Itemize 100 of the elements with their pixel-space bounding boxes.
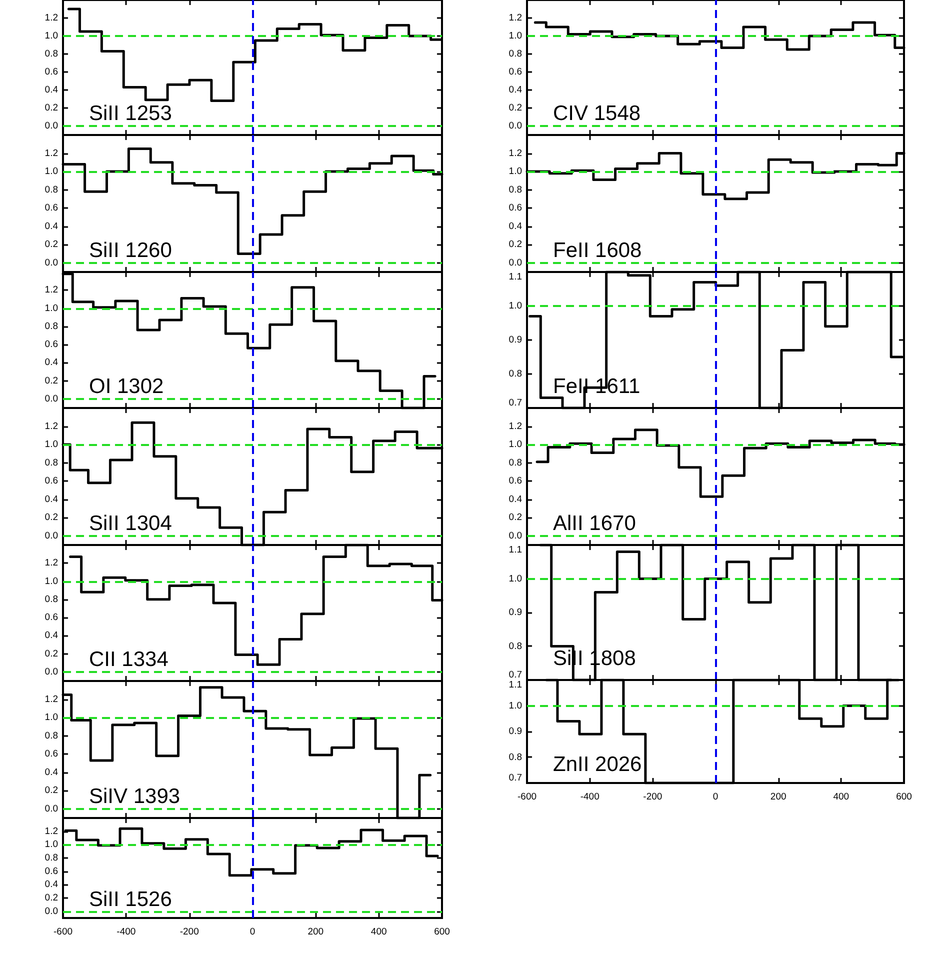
- y-tick-label: 1.2: [44, 420, 58, 432]
- y-tick-label: 0.0: [44, 803, 58, 814]
- x-tick-label: 200: [308, 926, 324, 938]
- x-tick-label: 0: [250, 926, 256, 938]
- y-tick-label: 0.8: [44, 184, 58, 196]
- text: FeII 1611: [553, 375, 640, 398]
- y-tick-label: 0.8: [508, 368, 522, 380]
- y-tick-label: 0.4: [508, 220, 522, 232]
- y-tick-label: 0.2: [44, 785, 58, 796]
- text: SiII 1304: [89, 512, 172, 535]
- y-tick-label: 1.2: [508, 148, 522, 159]
- y-tick-label: 0.8: [508, 457, 522, 468]
- y-tick-label: 0.8: [508, 640, 522, 652]
- y-tick-label: 0.2: [44, 892, 58, 904]
- y-tick-label: 1.0: [44, 439, 58, 450]
- y-tick-label: 0.8: [44, 594, 58, 605]
- y-tick-label: 0.4: [44, 879, 58, 890]
- text: FeII 1608: [553, 239, 642, 262]
- y-tick-label: 0.2: [508, 102, 522, 114]
- y-tick-label: 0.6: [44, 476, 58, 487]
- text: SiIV 1393: [89, 785, 180, 808]
- y-tick-label: 0.0: [44, 257, 58, 268]
- x-tick-label: -200: [643, 792, 662, 802]
- y-tick-label: 0.2: [44, 375, 58, 386]
- y-tick-label: 1.2: [508, 420, 522, 432]
- text: SiII 1526: [89, 888, 172, 911]
- text: SiII 1253: [89, 102, 172, 125]
- y-tick-label: 0.9: [508, 607, 522, 618]
- y-tick-label: 0.6: [44, 339, 58, 350]
- y-tick-label: 1.0: [44, 839, 58, 850]
- y-tick-label: 0.0: [508, 530, 522, 542]
- y-tick-label: 0.6: [508, 66, 522, 78]
- y-tick-label: 0.6: [508, 202, 522, 214]
- y-tick-label: 0.8: [44, 730, 58, 742]
- y-tick-label: 0.0: [44, 906, 58, 917]
- y-tick-label: 1.2: [44, 148, 58, 159]
- y-tick-label: 0.6: [44, 748, 58, 760]
- text: CII 1334: [89, 648, 169, 671]
- x-tick-label: 600: [896, 792, 912, 802]
- y-tick-label: 0.8: [44, 457, 58, 468]
- y-tick-label: 0.6: [44, 66, 58, 78]
- x-tick-label: -400: [580, 792, 600, 802]
- x-tick-label: -200: [180, 926, 199, 938]
- y-tick-label: 0.6: [508, 476, 522, 487]
- y-tick-label: 0.4: [44, 220, 58, 232]
- y-tick-label: 0.0: [44, 530, 58, 542]
- x-tick-label: 0: [712, 792, 718, 802]
- y-tick-label: 1.0: [44, 576, 58, 587]
- text: ZnII 2026: [553, 753, 642, 776]
- y-tick-label: 1.0: [44, 302, 58, 314]
- y-tick-label: 0.9: [508, 726, 522, 737]
- y-tick-label: 1.0: [508, 166, 522, 178]
- y-tick-label: 0.8: [508, 48, 522, 60]
- y-tick-label: 0.0: [508, 120, 522, 132]
- y-tick-label: 0.9: [508, 334, 522, 346]
- x-tick-label: -600: [53, 926, 73, 938]
- y-tick-label: 1.0: [508, 700, 522, 712]
- y-tick-label: 0.2: [44, 239, 58, 250]
- x-tick-label: -400: [116, 926, 136, 938]
- y-tick-label: 0.8: [508, 752, 522, 763]
- y-tick-label: 0.0: [508, 257, 522, 268]
- x-tick-label: 400: [833, 792, 850, 802]
- y-tick-label: 0.2: [44, 648, 58, 660]
- y-tick-label: 0.4: [44, 84, 58, 96]
- y-tick-label: 1.2: [44, 12, 58, 24]
- y-tick-label: 0.7: [508, 398, 522, 408]
- text: CIV 1548: [553, 102, 641, 125]
- y-tick-label: 0.4: [44, 630, 58, 642]
- y-tick-label: 1.2: [44, 826, 58, 837]
- x-tick-label: -600: [517, 792, 537, 802]
- y-tick-label: 0.0: [44, 393, 58, 404]
- y-tick-label: 0.4: [44, 766, 58, 778]
- y-tick-label: 0.8: [508, 184, 522, 196]
- y-tick-label: 0.4: [508, 494, 522, 505]
- y-tick-label: 1.2: [44, 284, 58, 296]
- y-tick-label: 1.2: [44, 694, 58, 705]
- text: SiII 1260: [89, 239, 172, 262]
- y-tick-label: 1.0: [44, 712, 58, 724]
- y-tick-label: 1.2: [44, 558, 58, 569]
- y-tick-label: 0.7: [508, 772, 522, 784]
- x-tick-label: 600: [434, 926, 450, 938]
- y-tick-label: 0.8: [44, 48, 58, 60]
- y-tick-label: 0.2: [508, 512, 522, 524]
- y-tick-label: 1.1: [508, 544, 522, 556]
- x-tick-label: 200: [770, 792, 786, 802]
- y-tick-label: 0.0: [44, 666, 58, 678]
- y-tick-label: 1.1: [508, 680, 522, 690]
- y-tick-label: 0.2: [508, 239, 522, 250]
- y-tick-label: 1.1: [508, 272, 522, 282]
- y-tick-label: 1.0: [508, 300, 522, 312]
- y-tick-label: 1.0: [508, 30, 522, 42]
- text: OI 1302: [89, 375, 164, 398]
- y-tick-label: 1.0: [508, 573, 522, 584]
- y-tick-label: 0.2: [44, 102, 58, 114]
- y-tick-label: 0.2: [44, 512, 58, 524]
- y-tick-label: 0.8: [44, 852, 58, 864]
- y-tick-label: 1.0: [44, 166, 58, 178]
- x-tick-label: 400: [370, 926, 387, 938]
- y-tick-label: 0.7: [508, 670, 522, 680]
- y-tick-label: 0.8: [44, 320, 58, 332]
